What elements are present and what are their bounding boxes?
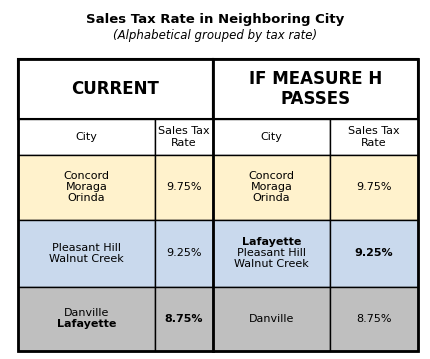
Text: Lafayette: Lafayette (241, 237, 301, 247)
Text: City: City (75, 132, 97, 142)
Bar (212, 119, 329, 155)
Bar (18, 155, 155, 220)
Text: (Alphabetical grouped by tax rate): (Alphabetical grouped by tax rate) (113, 28, 317, 42)
Bar (329, 155, 417, 220)
Text: 9.75%: 9.75% (356, 182, 391, 192)
Bar (212, 287, 329, 351)
Bar (155, 287, 212, 351)
Bar (329, 220, 417, 287)
Text: Sales Tax
Rate: Sales Tax Rate (158, 126, 209, 148)
Text: Orinda: Orinda (252, 194, 290, 204)
Bar (18, 119, 155, 155)
Text: 8.75%: 8.75% (164, 314, 203, 324)
Text: Pleasant Hill: Pleasant Hill (237, 248, 305, 258)
Bar (18, 220, 155, 287)
Bar (155, 119, 212, 155)
Text: Concord: Concord (63, 172, 109, 182)
Text: Walnut Creek: Walnut Creek (233, 259, 308, 269)
Text: 9.25%: 9.25% (166, 248, 201, 258)
Text: 9.75%: 9.75% (166, 182, 201, 192)
Bar (18, 59, 417, 351)
Text: 9.25%: 9.25% (354, 248, 393, 258)
Bar (155, 155, 212, 220)
Bar (18, 287, 155, 351)
Text: Danville: Danville (248, 314, 294, 324)
Text: CURRENT: CURRENT (71, 80, 159, 98)
Bar (155, 220, 212, 287)
Text: City: City (260, 132, 282, 142)
Text: IF MEASURE H
PASSES: IF MEASURE H PASSES (248, 70, 381, 108)
Text: Sales Tax Rate in Neighboring City: Sales Tax Rate in Neighboring City (86, 14, 344, 27)
Text: Walnut Creek: Walnut Creek (49, 254, 123, 264)
Text: Moraga: Moraga (250, 182, 292, 192)
Bar (212, 59, 417, 119)
Bar (329, 119, 417, 155)
Text: Concord: Concord (248, 172, 294, 182)
Text: Pleasant Hill: Pleasant Hill (52, 243, 121, 253)
Bar (212, 220, 329, 287)
Bar (212, 155, 329, 220)
Text: Lafayette: Lafayette (57, 320, 116, 329)
Text: Sales Tax
Rate: Sales Tax Rate (347, 126, 399, 148)
Bar (329, 287, 417, 351)
Text: 8.75%: 8.75% (356, 314, 391, 324)
Text: Danville: Danville (64, 308, 109, 318)
Bar (18, 59, 212, 119)
Text: Orinda: Orinda (68, 194, 105, 204)
Text: Moraga: Moraga (65, 182, 107, 192)
